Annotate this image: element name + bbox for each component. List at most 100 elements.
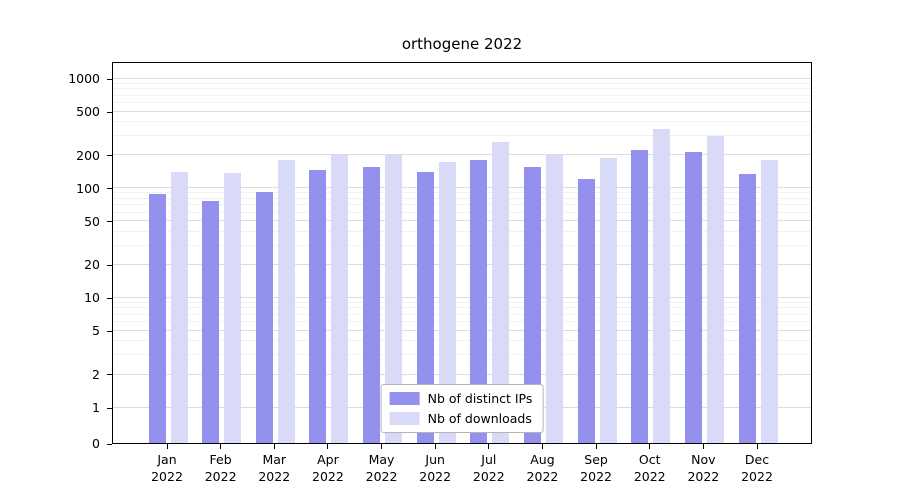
chart-title: orthogene 2022 (401, 35, 523, 53)
y-tick-mark (107, 155, 112, 157)
x-tick-year: 2022 (741, 468, 773, 484)
x-tick-year: 2022 (633, 468, 666, 484)
x-tick-month: Jan (157, 452, 177, 467)
x-tick-label: Feb 2022 (191, 452, 251, 486)
bar-distinct-ips (577, 178, 595, 443)
x-tick-year: 2022 (151, 468, 183, 484)
x-tick-month: Mar (262, 452, 287, 467)
x-tick-month: Jun (425, 452, 445, 467)
x-tick-mark (649, 444, 651, 449)
legend-item-distinct-ips: Nb of distinct IPs (389, 391, 532, 406)
bar-downloads (706, 136, 724, 443)
x-tick-year: 2022 (258, 468, 291, 484)
x-tick-mark (595, 444, 597, 449)
x-tick-label: Nov 2022 (673, 452, 733, 486)
grid-line-minor (113, 340, 811, 342)
bar-distinct-ips (631, 149, 649, 443)
grid-line-minor (113, 197, 811, 199)
y-tick-label: 10 (84, 290, 100, 306)
legend-swatch-distinct-ips (389, 392, 420, 405)
y-tick-label: 50 (84, 213, 100, 229)
x-tick-label: Aug 2022 (512, 452, 572, 486)
y-tick-mark (107, 188, 112, 190)
grid-line-minor (113, 94, 811, 96)
bar-distinct-ips (684, 152, 702, 443)
x-tick-mark (327, 444, 329, 449)
bar-downloads (599, 158, 617, 443)
x-tick-label: Jan 2022 (137, 452, 197, 486)
x-tick-year: 2022 (312, 468, 344, 484)
grid-line-major (113, 77, 811, 79)
x-tick-month: Aug (530, 452, 555, 467)
x-tick-mark (488, 444, 490, 449)
y-tick-label: 200 (76, 147, 100, 163)
y-tick-label: 20 (84, 257, 100, 273)
x-tick-label: Jun 2022 (405, 452, 465, 486)
bar-downloads (224, 173, 242, 443)
grid-line-minor (113, 354, 811, 356)
x-tick-label: Sep 2022 (566, 452, 626, 486)
bar-distinct-ips (738, 173, 756, 443)
bar-downloads (277, 160, 295, 443)
bar-downloads (760, 159, 778, 443)
x-tick-label: Dec 2022 (727, 452, 787, 486)
x-tick-label: Apr 2022 (298, 452, 358, 486)
grid-line-minor (113, 101, 811, 103)
plot-area: Nb of distinct IPs Nb of downloads (112, 62, 812, 444)
bar-distinct-ips (309, 169, 327, 443)
grid-line-minor (113, 244, 811, 246)
legend-label-downloads: Nb of downloads (427, 411, 532, 426)
y-tick-label: 0 (92, 436, 100, 451)
x-tick-month: Jul (481, 452, 497, 467)
x-tick-mark (434, 444, 436, 449)
y-tick-label: 2 (92, 366, 100, 382)
y-tick-mark (107, 374, 112, 376)
x-tick-month: Oct (638, 452, 661, 467)
bar-downloads (170, 171, 188, 443)
grid-line-major (113, 263, 811, 265)
bar-distinct-ips (148, 193, 166, 443)
x-tick-month: Sep (584, 452, 608, 467)
x-tick-month: Dec (744, 452, 770, 467)
bar-distinct-ips (363, 167, 381, 443)
grid-line-minor (113, 82, 811, 84)
x-tick-year: 2022 (526, 468, 559, 484)
bar-distinct-ips (523, 166, 541, 443)
grid-line-minor (113, 204, 811, 206)
grid-line-minor (113, 313, 811, 315)
grid-line-minor (113, 230, 811, 232)
grid-line-major (113, 329, 811, 331)
y-tick-label: 500 (76, 104, 100, 119)
legend: Nb of distinct IPs Nb of downloads (380, 384, 544, 433)
grid-line-major (113, 110, 811, 112)
y-tick-mark (107, 264, 112, 266)
bar-distinct-ips (470, 160, 488, 443)
grid-line-minor (113, 307, 811, 309)
grid-line-major (113, 296, 811, 298)
bar-distinct-ips (202, 200, 220, 443)
x-tick-year: 2022 (580, 468, 612, 484)
x-tick-year: 2022 (419, 468, 452, 484)
grid-line-major (113, 187, 811, 189)
y-tick-mark (107, 111, 112, 113)
y-tick-mark (107, 330, 112, 332)
bar-downloads (331, 154, 349, 443)
x-tick-mark (702, 444, 704, 449)
x-tick-month: Feb (209, 452, 232, 467)
x-tick-month: May (368, 452, 395, 467)
x-tick-label: Oct 2022 (620, 452, 680, 486)
x-tick-year: 2022 (687, 468, 720, 484)
bar-downloads (653, 128, 671, 443)
x-tick-mark (381, 444, 383, 449)
x-tick-label: May 2022 (352, 452, 412, 486)
grid-line-major (113, 154, 811, 156)
grid-line-minor (113, 192, 811, 194)
y-tick-label: 1 (92, 400, 100, 415)
y-tick-label: 5 (92, 323, 100, 339)
x-tick-month: Apr (317, 452, 339, 467)
y-tick-mark (107, 443, 112, 445)
grid-line-minor (113, 211, 811, 213)
y-tick-mark (107, 297, 112, 299)
legend-swatch-downloads (389, 412, 420, 425)
